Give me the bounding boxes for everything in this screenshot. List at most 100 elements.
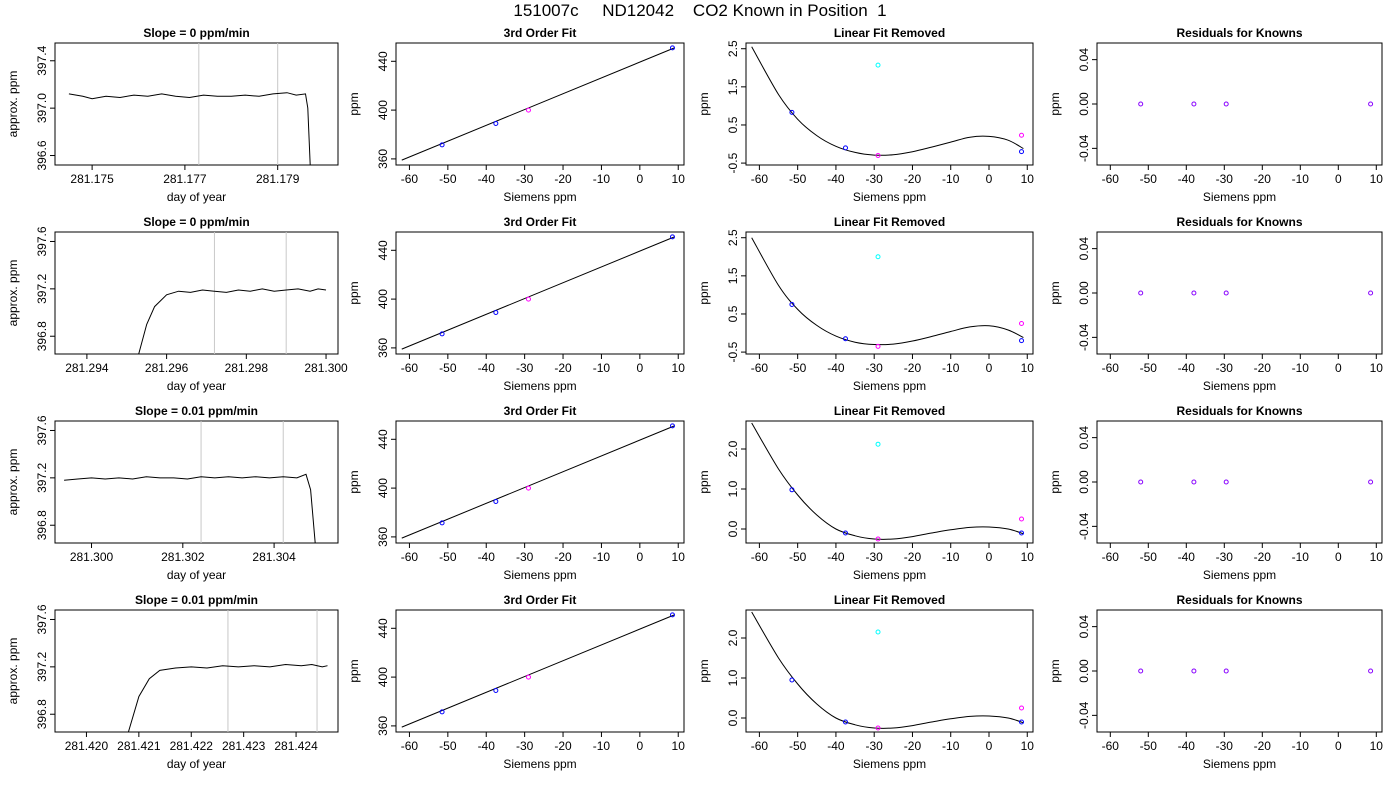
x-axis-label: Siemens ppm — [503, 379, 576, 393]
plot-frame — [395, 420, 685, 544]
x-tick-label: -40 — [478, 550, 496, 564]
data-point — [1191, 290, 1197, 296]
data-point — [439, 520, 445, 526]
x-tick-label: 281.179 — [256, 172, 300, 186]
x-tick-label: -20 — [1254, 361, 1272, 375]
x-tick-label: -10 — [593, 550, 611, 564]
panel-r4-c1: Slope = 0.01 ppm/min 281.420 281.421 281.42… — [6, 593, 339, 771]
data-point — [493, 121, 499, 127]
x-tick-label: -60 — [751, 739, 769, 753]
data-point — [1019, 705, 1025, 711]
x-tick-label: -20 — [1254, 172, 1272, 186]
fit-line — [401, 236, 675, 350]
data-point — [669, 45, 675, 51]
fit-curve — [751, 611, 1024, 729]
x-tick-label: 0 — [1335, 739, 1342, 753]
y-tick-label: 0.04 — [1077, 48, 1091, 72]
panel-r3-c2: 3rd Order Fit -60 -50 -40 -30 -20 -10 0 10 360 400… — [347, 404, 685, 582]
y-tick-label: 400 — [376, 667, 390, 687]
plot-frame — [745, 231, 1034, 355]
panel-r3-c1: Slope = 0.01 ppm/min 281.300 281.302 281.30… — [6, 404, 339, 582]
panel-title: Linear Fit Removed — [834, 215, 945, 229]
y-tick-label: 396.6 — [35, 140, 49, 170]
panel-title: 3rd Order Fit — [504, 404, 577, 418]
y-tick-label: 0.00 — [1077, 281, 1091, 305]
y-tick-label: -0.04 — [1077, 701, 1091, 729]
data-point — [493, 310, 499, 316]
panel-r3-c4: Residuals for Knowns -60 -50 -40 -30 -20 -10 0 1… — [1048, 404, 1383, 582]
x-tick-label: -20 — [554, 172, 572, 186]
y-tick-label: 0.5 — [726, 116, 740, 133]
x-tick-label: -30 — [1216, 739, 1234, 753]
x-tick-label: 281.421 — [117, 739, 161, 753]
x-tick-label: 10 — [1370, 739, 1384, 753]
x-tick-label: 0 — [636, 739, 643, 753]
plot-frame — [1096, 609, 1383, 733]
y-tick-label: 400 — [376, 289, 390, 309]
series-line — [68, 92, 311, 165]
plot-area — [138, 232, 327, 354]
panel-r2-c2: 3rd Order Fit -60 -50 -40 -30 -20 -10 0 10 360 400… — [347, 215, 685, 393]
y-axis-label: ppm — [347, 659, 361, 682]
data-point — [1223, 479, 1229, 485]
y-axis-label: ppm — [347, 470, 361, 493]
data-point — [1368, 479, 1374, 485]
x-tick-label: -60 — [1102, 550, 1120, 564]
x-tick-label: -40 — [827, 739, 845, 753]
x-tick-label: 281.177 — [163, 172, 207, 186]
x-axis-label: Siemens ppm — [853, 379, 926, 393]
y-tick-label: 0.00 — [1077, 659, 1091, 683]
y-tick-label: 397.2 — [35, 463, 49, 493]
x-axis-label: day of year — [167, 379, 226, 393]
x-tick-label: -50 — [1140, 361, 1158, 375]
panel-r1-c3: Linear Fit Removed -60 -50 -40 -30 -20 -10 0 10 -… — [697, 26, 1034, 204]
x-tick-label: -10 — [942, 550, 960, 564]
x-tick-label: -10 — [1292, 172, 1310, 186]
y-tick-label: 1.0 — [726, 669, 740, 686]
panel-r1-c4: Residuals for Knowns -60 -50 -40 -30 -20 -10 0 1… — [1048, 26, 1383, 204]
x-tick-label: -40 — [827, 172, 845, 186]
x-tick-label: 10 — [1370, 550, 1384, 564]
plot-frame — [54, 420, 339, 544]
data-point — [875, 725, 881, 731]
x-tick-label: -30 — [866, 361, 884, 375]
x-tick-label: -60 — [751, 172, 769, 186]
y-axis-label: ppm — [1048, 659, 1062, 682]
plot-area — [401, 425, 675, 539]
plot-frame — [1096, 231, 1383, 355]
y-axis-label: ppm — [697, 659, 711, 682]
data-point — [875, 629, 881, 635]
x-tick-label: -30 — [516, 172, 534, 186]
y-tick-label: 1.5 — [726, 78, 740, 95]
data-point — [842, 719, 848, 725]
data-point — [1019, 719, 1025, 725]
data-point — [789, 677, 795, 683]
x-tick-label: -30 — [1216, 172, 1234, 186]
data-point — [789, 487, 795, 493]
y-tick-label: 400 — [376, 478, 390, 498]
data-point — [1368, 290, 1374, 296]
series-line — [138, 288, 327, 354]
x-tick-label: -10 — [942, 172, 960, 186]
x-tick-label: 10 — [1021, 172, 1035, 186]
y-tick-label: 360 — [376, 527, 390, 547]
x-tick-label: 281.300 — [304, 361, 348, 375]
x-tick-label: -60 — [1102, 172, 1120, 186]
y-axis-label: ppm — [347, 281, 361, 304]
data-point — [1368, 101, 1374, 107]
y-tick-label: 397.6 — [35, 415, 49, 445]
y-axis-label: ppm — [1048, 281, 1062, 304]
x-tick-label: 10 — [1370, 172, 1384, 186]
y-tick-label: -0.04 — [1077, 134, 1091, 162]
data-point — [1223, 101, 1229, 107]
data-point — [525, 485, 531, 491]
x-tick-label: -10 — [942, 739, 960, 753]
plot-frame — [395, 231, 685, 355]
y-tick-label: 0.0 — [726, 709, 740, 726]
x-tick-label: -40 — [827, 361, 845, 375]
y-tick-label: 0.0 — [726, 520, 740, 537]
x-tick-label: -50 — [439, 172, 457, 186]
data-point — [789, 301, 795, 307]
plot-area — [64, 421, 316, 543]
